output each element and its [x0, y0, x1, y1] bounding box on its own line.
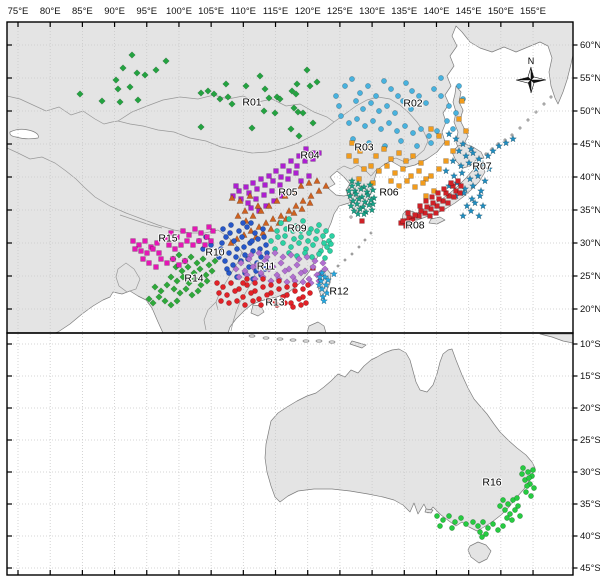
- region-R07-label: R07: [472, 161, 491, 173]
- region-R13-points: [214, 276, 313, 310]
- axis-label-top-16: 155°E: [520, 6, 546, 17]
- region-R14-label: R14: [184, 273, 203, 285]
- axis-label-top-12: 135°E: [391, 6, 417, 17]
- axis-label-top-5: 100°E: [166, 6, 192, 17]
- axis-label-right-s-7: 45°S: [580, 563, 600, 574]
- compass-rose: N: [515, 56, 547, 94]
- region-R12-label: R12: [329, 286, 348, 298]
- axis-label-right-n-0: 60°N: [580, 40, 600, 51]
- region-points-layer: [76, 51, 537, 540]
- region-R14-points: [145, 251, 219, 309]
- axis-label-right-n-3: 45°N: [580, 139, 600, 150]
- axis-label-top-0: 75°E: [8, 6, 29, 17]
- region-R16-points: [434, 465, 537, 540]
- axis-label-right-s-0: 10°S: [580, 339, 600, 350]
- island-tasmania: [467, 541, 492, 564]
- axis-label-top-2: 85°E: [72, 6, 93, 17]
- island-new-guinea: [539, 333, 573, 344]
- axis-label-right-n-2: 50°N: [580, 106, 600, 117]
- axis-label-top-7: 110°E: [231, 6, 256, 17]
- axis-label-right-n-8: 20°N: [580, 304, 600, 315]
- axis-label-top-3: 90°E: [104, 6, 125, 17]
- island-shikoku: [428, 216, 446, 225]
- axis-labels: 75°E 80°E 85°E 90°E 95°E 100°E 105°E 110°E 115°E…: [8, 6, 600, 574]
- region-R08-points: [310, 178, 464, 271]
- region-R10-label: R10: [205, 247, 224, 259]
- axis-label-top-11: 130°E: [359, 6, 385, 17]
- axis-label-top-10: 125°E: [327, 6, 353, 17]
- axis-label-right-n-5: 35°N: [580, 205, 600, 216]
- axis-label-right-n-1: 55°N: [580, 73, 600, 84]
- region-R06-points: [344, 176, 379, 218]
- region-labels-layer: R01 R02 R03 R04 R05 R06 R07 R08 R09 R10 R11 R12 R13 R…: [157, 96, 502, 490]
- axis-label-top-4: 95°E: [136, 6, 157, 17]
- axis-label-top-9: 120°E: [295, 6, 321, 17]
- region-R12-points: [314, 268, 339, 305]
- region-R15-label: R15: [158, 233, 177, 245]
- region-R15-points: [130, 224, 216, 270]
- region-R09-points: [268, 216, 335, 261]
- compass-n-label: N: [528, 56, 535, 66]
- axis-label-right-n-7: 25°N: [580, 271, 600, 282]
- region-R08-label: R08: [405, 220, 424, 232]
- island-kangaroo: [424, 508, 434, 514]
- axis-label-right-n-6: 30°N: [580, 238, 600, 249]
- region-R01-points: [76, 51, 321, 140]
- axis-label-top-15: 150°E: [488, 6, 514, 17]
- region-R11-label: R11: [257, 261, 276, 273]
- map-frame: [6, 21, 578, 576]
- region-R13-label: R13: [265, 297, 284, 309]
- axis-label-top-1: 80°E: [40, 6, 61, 17]
- region-R02-points: [333, 75, 466, 149]
- axis-label-right-s-6: 40°S: [580, 531, 600, 542]
- axis-label-top-13: 140°E: [423, 6, 449, 17]
- bottom-panel-frame: [6, 332, 574, 576]
- region-R03-label: R03: [354, 142, 373, 154]
- axis-label-right-s-5: 35°S: [580, 499, 600, 510]
- region-R01-label: R01: [242, 97, 261, 109]
- axis-label-right-s-3: 25°S: [580, 435, 600, 446]
- region-R04-points: [230, 146, 322, 214]
- ryukyu-islands: [336, 215, 373, 268]
- axis-label-top-8: 115°E: [263, 6, 288, 17]
- region-R16-label: R16: [482, 477, 501, 489]
- indonesia-islands: [248, 334, 367, 349]
- region-R05-label: R05: [278, 187, 297, 199]
- region-R04-label: R04: [300, 150, 319, 162]
- lake-balkhash: [9, 128, 39, 140]
- axis-label-right-s-4: 30°S: [580, 467, 600, 478]
- region-R03-points: [346, 98, 469, 199]
- region-R02-label: R02: [403, 98, 422, 110]
- region-R06-label: R06: [379, 187, 398, 199]
- axis-label-right-s-1: 15°S: [580, 371, 600, 382]
- axis-label-right-s-2: 20°S: [580, 403, 600, 414]
- axis-label-right-n-4: 40°N: [580, 172, 600, 183]
- axis-label-top-14: 145°E: [456, 6, 482, 17]
- axis-label-top-6: 105°E: [198, 6, 224, 17]
- region-R09-label: R09: [287, 223, 306, 235]
